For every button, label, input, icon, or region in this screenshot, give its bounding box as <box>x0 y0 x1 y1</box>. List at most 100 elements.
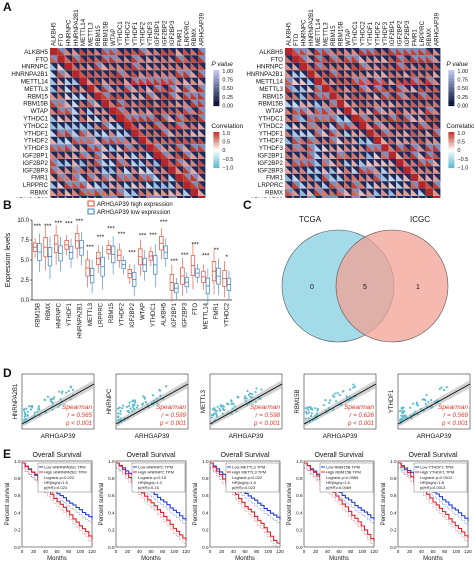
heatmap-cell <box>425 55 433 63</box>
heatmap-row-label: HNRNPA2B1 <box>246 71 283 78</box>
heatmap-cell <box>198 166 206 174</box>
heatmap-row-label: YTHDC2 <box>23 123 48 130</box>
heatmap-cell <box>72 70 80 78</box>
heatmap-cell <box>153 122 161 130</box>
heatmap-cell <box>138 114 147 122</box>
scatter-point <box>59 403 62 406</box>
heatmap-cell <box>373 136 382 145</box>
km-title: Overall Survival <box>220 452 269 459</box>
heatmap-cell <box>299 85 308 93</box>
heatmap-cell <box>314 181 322 189</box>
heatmap-cell <box>351 173 359 182</box>
heatmap-cell <box>124 181 132 189</box>
heatmap-cell <box>57 70 65 78</box>
heatmap-cell <box>344 122 352 130</box>
scatter-x-label: ARHGAP39 <box>323 433 358 440</box>
heatmap-cell <box>190 144 198 152</box>
heatmap-cell <box>109 99 117 108</box>
heatmap-cell <box>101 144 110 152</box>
heatmap-cell <box>285 144 293 152</box>
spearman-p: p < 0.001 <box>253 420 280 427</box>
km-legend-high: High METTL3 TPM <box>232 470 266 475</box>
heatmap-cell <box>366 92 374 100</box>
heatmap-cell <box>292 70 300 78</box>
scatter-point <box>23 411 26 414</box>
heatmap-cell <box>153 166 161 174</box>
heatmap-cell <box>388 107 396 115</box>
pvalue-colorbar-segment <box>448 100 455 103</box>
pvalue-tick: 1.00 <box>457 69 468 75</box>
heatmap-cell <box>299 114 308 122</box>
km-legend-box <box>225 462 280 493</box>
heatmap-cell <box>307 114 315 122</box>
heatmap-row-label: YTHDC1 <box>258 116 283 123</box>
y-tick-label: 7.5 <box>21 238 30 244</box>
correlation-colorbar-segment <box>448 160 455 163</box>
heatmap-cell <box>388 48 396 56</box>
spearman-method: Spearman <box>250 404 280 411</box>
heatmap-cell <box>381 62 389 71</box>
gene-tick-label: RBM15B <box>35 303 41 327</box>
heatmap-cell <box>285 181 293 189</box>
heatmap-cell <box>131 55 139 63</box>
km-y-tick: 0.0 <box>108 545 115 550</box>
heatmap-cell <box>146 55 154 63</box>
heatmap-cell <box>168 114 176 122</box>
heatmap-cell <box>175 173 184 182</box>
heatmap-cell <box>190 48 198 56</box>
heatmap-cell <box>146 92 154 100</box>
heatmap-cell <box>72 144 80 152</box>
heatmap-cell <box>403 55 411 63</box>
km-x-tick: 60 <box>242 549 248 554</box>
km-hr: HR(high)=1.3 <box>138 480 163 485</box>
spearman-r: r = 0.565 <box>67 412 92 419</box>
heatmap-cell <box>344 99 352 108</box>
scatter-point <box>249 395 252 398</box>
heatmap-cell <box>109 136 117 145</box>
heatmap-cell <box>396 107 404 115</box>
km-x-tick: 80 <box>254 549 260 554</box>
heatmap-column-label: RBMX <box>191 28 198 46</box>
heatmap-cell <box>299 92 308 100</box>
heatmap-row-label: YTHDF2 <box>24 138 49 145</box>
heatmap-cell <box>359 48 367 56</box>
heatmap-cell <box>116 144 124 152</box>
heatmap-cell <box>50 144 58 152</box>
km-legend-low: Low METTL3 TPM <box>232 465 265 470</box>
heatmap-cell <box>314 62 322 71</box>
venn-count-overlap: 5 <box>363 284 367 291</box>
heatmap-row-label: FMR1 <box>31 175 48 182</box>
heatmap-cell <box>87 92 95 100</box>
heatmap-cell <box>433 136 441 145</box>
heatmap-cell <box>50 166 58 174</box>
heatmap-cell <box>359 173 367 182</box>
spearman-r: r = 0.598 <box>255 412 280 419</box>
heatmap-column-label: HNRNPC <box>65 19 72 46</box>
heatmap-cell <box>168 129 176 137</box>
heatmap-cell <box>344 62 352 71</box>
heatmap-cell <box>344 144 352 152</box>
scatter-point <box>211 408 214 411</box>
significance-mark: *** <box>160 219 168 226</box>
heatmap-cell <box>381 55 389 63</box>
heatmap-cell <box>344 92 352 100</box>
heatmap-cell <box>285 62 293 71</box>
correlation-colorbar-segment <box>213 155 220 158</box>
heatmap-cell <box>153 151 161 159</box>
heatmap-cell <box>366 62 374 71</box>
heatmap-cell <box>138 85 147 93</box>
heatmap-cell <box>403 48 411 56</box>
heatmap-cell <box>410 188 419 196</box>
significance-mark: *** <box>170 258 178 265</box>
heatmap-cell <box>50 70 58 78</box>
heatmap-cell <box>153 92 161 100</box>
km-y-tick: 0.8 <box>390 476 397 481</box>
heatmap-row-label: RBM15B <box>258 101 283 108</box>
heatmap-cell <box>336 114 345 122</box>
heatmap-cell <box>359 55 367 63</box>
heatmap-cell <box>381 107 389 115</box>
heatmap-cell <box>322 188 330 196</box>
km-x-tick: 120 <box>276 549 284 554</box>
